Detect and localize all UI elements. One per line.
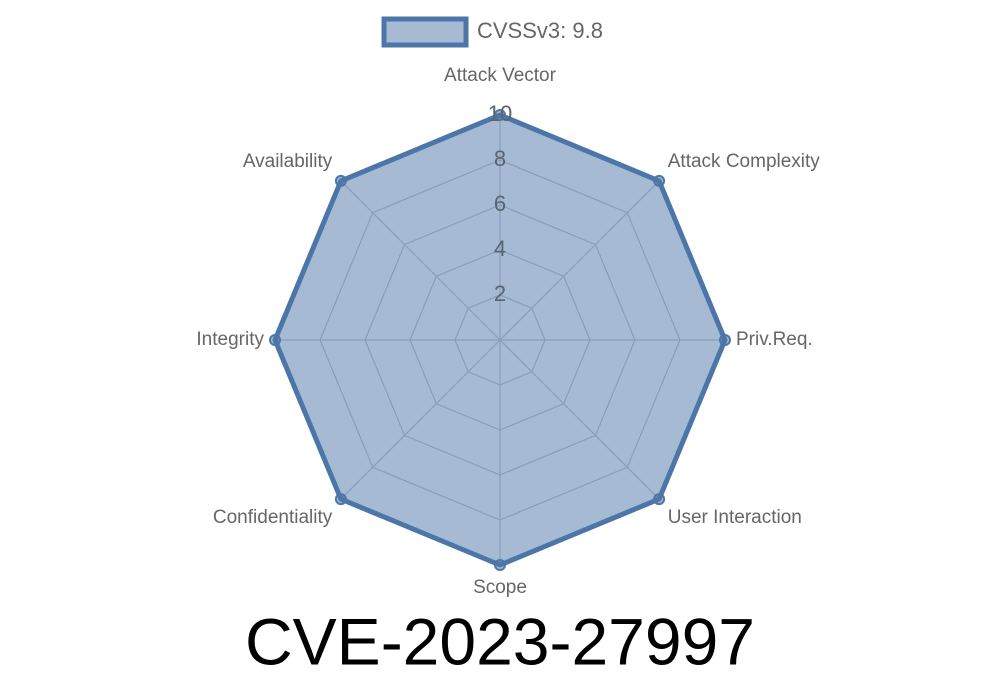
- radar-point: [653, 174, 666, 187]
- r-tick-label: 6: [494, 191, 506, 216]
- category-label: Attack Complexity: [668, 151, 821, 172]
- r-tick-label: 4: [494, 236, 506, 261]
- radar-point: [334, 493, 347, 506]
- radar-point: [334, 174, 347, 187]
- category-label: Confidentiality: [213, 507, 333, 528]
- legend-label: CVSSv3: 9.8: [477, 18, 603, 43]
- r-tick-label: 8: [494, 146, 506, 171]
- category-label: Availability: [243, 151, 333, 172]
- radar-point: [494, 559, 506, 571]
- chart-title: CVE-2023-27997: [245, 604, 755, 678]
- category-label: Scope: [473, 577, 527, 598]
- r-tick-label: 10: [488, 101, 512, 126]
- category-label: Priv.Req.: [736, 329, 813, 350]
- category-label: User Interaction: [668, 507, 802, 528]
- category-label: Attack Vector: [444, 65, 557, 86]
- category-label: Integrity: [196, 329, 264, 350]
- radar-point: [653, 493, 666, 506]
- radar-point: [494, 109, 506, 121]
- legend-swatch: [381, 16, 469, 48]
- r-tick-label: 2: [494, 281, 506, 306]
- radar-point: [719, 334, 731, 346]
- radar-point: [269, 334, 281, 346]
